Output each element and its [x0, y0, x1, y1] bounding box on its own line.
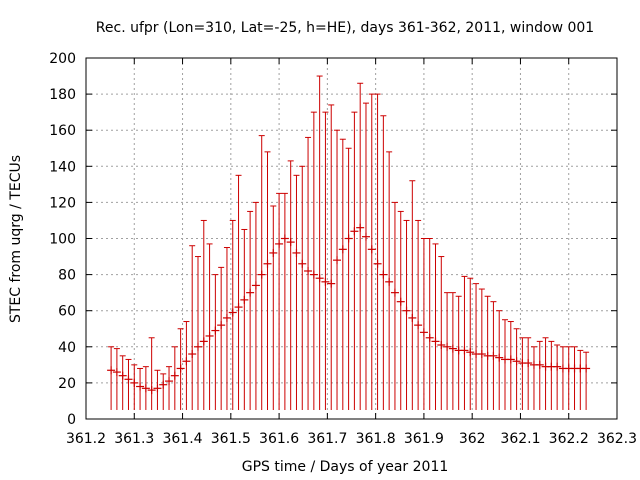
- x-tick-label: 361.3: [114, 431, 154, 447]
- x-tick-labels: 361.2 361.3 361.4 361.5 361.6 361.7 361.8 361.9…: [66, 431, 637, 447]
- x-tick-label: 362.3: [597, 431, 637, 447]
- chart-title: Rec. ufpr (Lon=310, Lat=-25, h=HE), days…: [96, 20, 594, 36]
- x-tick-label: 361.7: [307, 431, 347, 447]
- x-tick-label: 361.5: [211, 431, 251, 447]
- x-tick-label: 361.6: [259, 431, 299, 447]
- y-tick-label: 40: [58, 340, 76, 356]
- x-tick-label: 362.2: [549, 431, 589, 447]
- x-tick-label: 362.1: [500, 431, 540, 447]
- y-tick-label: 20: [58, 376, 76, 392]
- y-tick-labels: 0 20 40 60 80 100 120 140 160 180 200: [49, 51, 76, 428]
- y-tick-label: 140: [49, 159, 76, 175]
- y-tick-label: 60: [58, 304, 76, 320]
- y-tick-label: 200: [49, 51, 76, 67]
- y-tick-label: 120: [49, 195, 76, 211]
- x-tick-label: 361.9: [404, 431, 444, 447]
- axis-ticks: [85, 57, 618, 420]
- data-series: [107, 75, 591, 410]
- y-axis-label: STEC from uqrg / TECUs: [8, 155, 24, 323]
- y-tick-label: 180: [49, 87, 76, 103]
- x-tick-label: 361.2: [66, 431, 106, 447]
- x-tick-label: 361.8: [356, 431, 396, 447]
- grid-lines: [86, 58, 617, 419]
- y-tick-label: 80: [58, 268, 76, 284]
- x-tick-label: 362: [459, 431, 486, 447]
- y-tick-label: 100: [49, 232, 76, 248]
- x-axis-label: GPS time / Days of year 2011: [242, 459, 449, 475]
- y-tick-label: 0: [67, 412, 76, 428]
- x-tick-label: 361.4: [162, 431, 202, 447]
- y-tick-label: 160: [49, 123, 76, 139]
